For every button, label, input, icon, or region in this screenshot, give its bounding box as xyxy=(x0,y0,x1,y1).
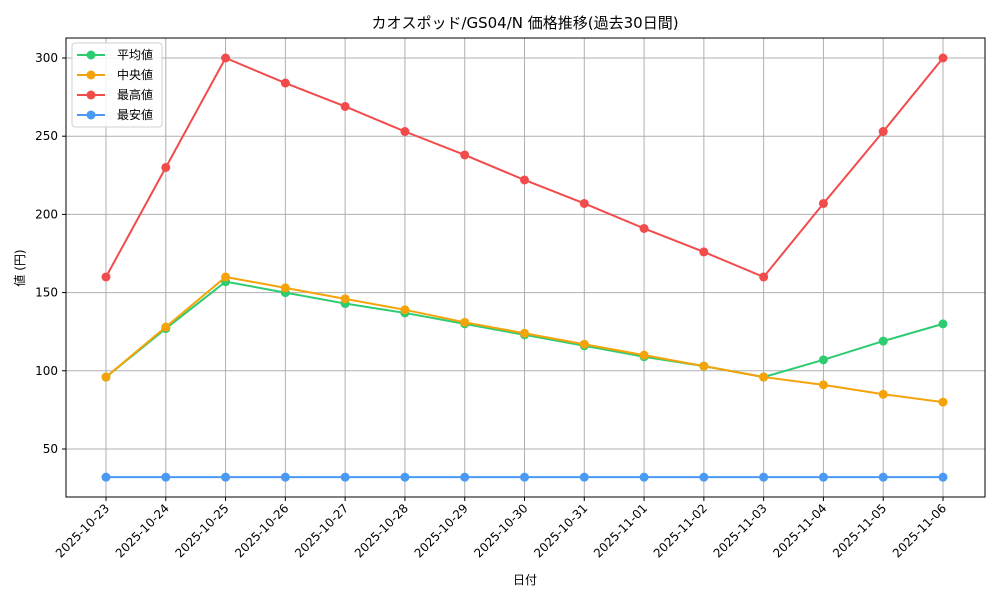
data-point-marker xyxy=(221,272,231,282)
data-point-marker xyxy=(938,472,948,482)
data-point-marker xyxy=(520,328,529,338)
x-tick-label: 2025-10-30 xyxy=(471,501,530,560)
legend-marker-icon xyxy=(86,90,96,100)
series-line xyxy=(101,272,948,407)
x-tick-label: 2025-10-24 xyxy=(113,501,172,560)
x-tick-label: 2025-10-28 xyxy=(352,501,411,560)
legend-label: 最安値 xyxy=(117,107,153,122)
x-tick-label: 2025-11-01 xyxy=(591,501,650,560)
data-point-marker xyxy=(759,472,769,482)
data-point-marker xyxy=(221,53,231,63)
x-tick-label: 2025-10-23 xyxy=(53,501,112,560)
data-point-marker xyxy=(101,272,111,282)
legend-label: 中央値 xyxy=(117,67,153,82)
series-line xyxy=(101,472,948,482)
data-point-marker xyxy=(460,472,470,482)
x-tick-label: 2025-10-31 xyxy=(531,501,590,560)
data-point-marker xyxy=(639,350,649,360)
legend-label: 最高値 xyxy=(117,87,153,102)
data-point-marker xyxy=(878,127,888,137)
data-point-marker xyxy=(520,472,529,482)
data-point-marker xyxy=(520,175,529,185)
data-point-marker xyxy=(818,472,828,482)
x-tick-label: 2025-11-06 xyxy=(890,501,949,560)
x-tick-label: 2025-10-26 xyxy=(232,501,291,560)
data-point-marker xyxy=(280,78,290,88)
data-point-marker xyxy=(579,339,589,349)
data-point-marker xyxy=(400,305,410,315)
x-tick-label: 2025-11-02 xyxy=(651,501,710,560)
y-axis-label: 値 (円) xyxy=(12,249,27,286)
data-point-marker xyxy=(400,127,410,137)
x-tick-label: 2025-11-04 xyxy=(770,501,829,560)
data-point-marker xyxy=(161,162,171,172)
data-point-marker xyxy=(878,472,888,482)
y-tick-label: 50 xyxy=(43,442,58,456)
data-point-marker xyxy=(759,372,769,382)
x-tick-label: 2025-10-27 xyxy=(292,501,351,560)
data-point-marker xyxy=(460,317,470,327)
data-point-marker xyxy=(938,53,948,63)
grid-lines xyxy=(66,38,985,497)
y-axis: 50 100 150 200 250 300 xyxy=(35,51,66,456)
y-tick-label: 250 xyxy=(35,129,58,143)
data-point-marker xyxy=(699,361,709,371)
legend-box xyxy=(71,42,163,128)
series-line xyxy=(101,53,948,282)
data-point-marker xyxy=(818,355,828,365)
data-point-marker xyxy=(161,472,171,482)
legend-marker-icon xyxy=(86,110,96,120)
x-tick-label: 2025-10-29 xyxy=(412,501,471,560)
legend-entry: 最安値 xyxy=(77,107,153,122)
legend-marker-icon xyxy=(86,70,96,80)
data-point-marker xyxy=(579,198,589,208)
legend-entry: 最高値 xyxy=(77,87,153,102)
x-tick-label: 2025-11-03 xyxy=(711,501,770,560)
data-point-marker xyxy=(878,336,888,346)
x-tick-label: 2025-10-25 xyxy=(172,501,231,560)
legend-entry: 平均値 xyxy=(77,47,153,62)
data-point-marker xyxy=(938,397,948,407)
data-point-marker xyxy=(878,389,888,399)
y-tick-label: 300 xyxy=(35,51,58,65)
data-point-marker xyxy=(818,198,828,208)
y-tick-label: 100 xyxy=(35,364,58,378)
data-point-marker xyxy=(818,380,828,390)
data-point-marker xyxy=(340,294,350,304)
x-tick-label: 2025-11-05 xyxy=(830,501,889,560)
data-point-marker xyxy=(280,472,290,482)
data-point-marker xyxy=(460,150,470,160)
data-point-marker xyxy=(938,319,948,329)
data-point-marker xyxy=(161,322,171,332)
x-axis-label: 日付 xyxy=(513,573,537,587)
plot-area-frame xyxy=(65,37,986,498)
data-point-marker xyxy=(221,472,231,482)
chart-title: カオスポッド/GS04/N 価格推移(過去30日間) xyxy=(371,14,678,32)
data-point-marker xyxy=(340,101,350,111)
data-point-marker xyxy=(340,472,350,482)
legend-label: 平均値 xyxy=(117,47,153,62)
data-point-marker xyxy=(639,472,649,482)
data-point-marker xyxy=(579,472,589,482)
y-tick-label: 150 xyxy=(35,286,58,300)
legend-entry: 中央値 xyxy=(77,67,153,82)
data-point-marker xyxy=(639,223,649,233)
legend-marker-icon xyxy=(86,50,96,60)
y-tick-label: 200 xyxy=(35,207,58,221)
data-point-marker xyxy=(280,283,290,293)
data-point-marker xyxy=(400,472,410,482)
data-point-marker xyxy=(699,247,709,257)
data-point-marker xyxy=(699,472,709,482)
data-series xyxy=(101,53,948,482)
data-point-marker xyxy=(759,272,769,282)
data-point-marker xyxy=(101,372,111,382)
x-axis: 2025-10-23 2025-10-24 2025-10-25 2025-10-26… xyxy=(53,497,949,560)
data-point-marker xyxy=(101,472,111,482)
